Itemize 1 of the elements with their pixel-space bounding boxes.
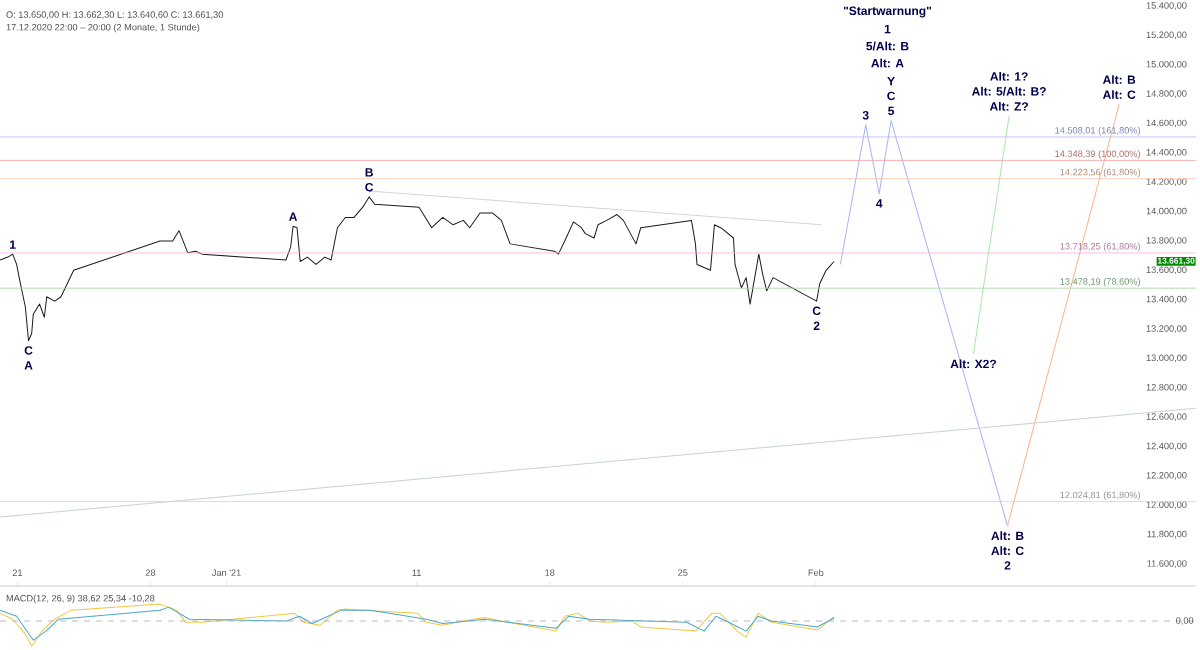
line-series — [0, 196, 835, 342]
